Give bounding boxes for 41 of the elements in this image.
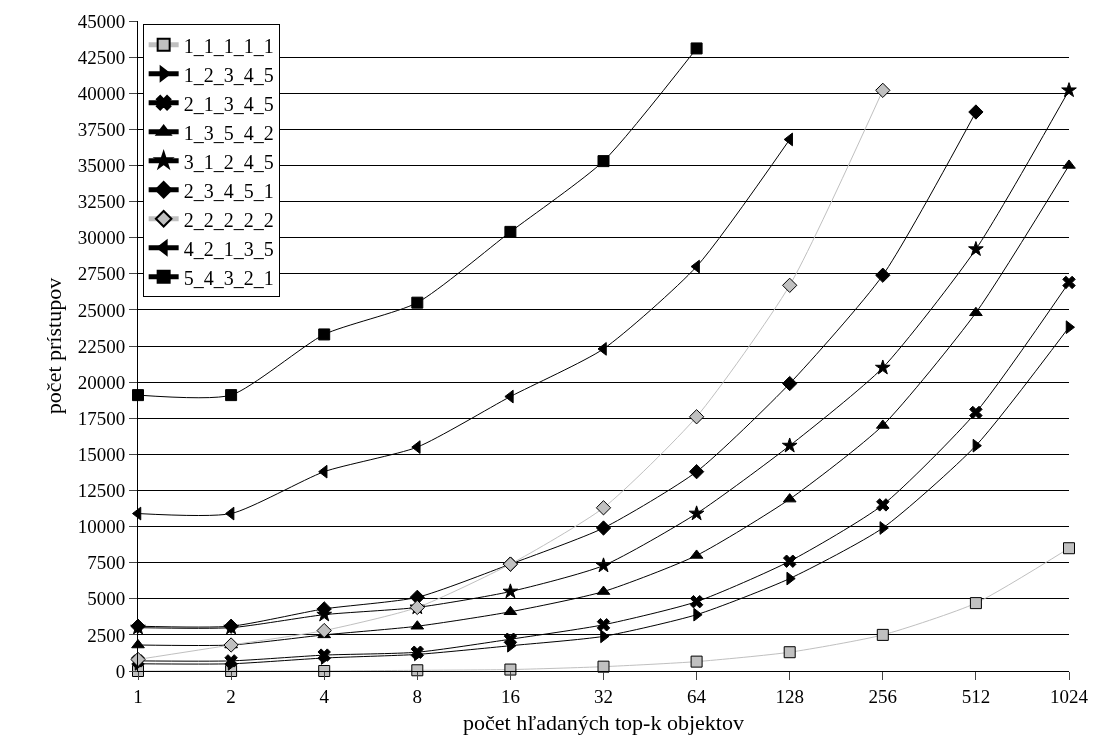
x-tick-label: 32: [594, 685, 613, 707]
x-tick-label: 64: [687, 685, 707, 707]
legend-label: 4_2_1_3_5: [183, 237, 274, 260]
y-tick-label: 5000: [87, 588, 126, 610]
y-tick-label: 42500: [77, 46, 126, 68]
y-tick-label: 7500: [87, 552, 126, 574]
y-tick-label: 22500: [77, 335, 126, 357]
x-tick-label: 8: [412, 685, 423, 707]
x-tick-label: 1024: [1050, 685, 1089, 707]
y-tick-label: 15000: [77, 443, 126, 465]
legend-label: 2_3_4_5_1: [183, 179, 274, 202]
y-tick-label: 27500: [77, 263, 126, 285]
x-tick-label: 512: [961, 685, 991, 707]
y-tick-label: 12500: [77, 480, 126, 502]
y-tick-label: 37500: [77, 118, 126, 140]
y-tick-label: 32500: [77, 191, 126, 213]
y-tick-label: 45000: [77, 10, 126, 32]
x-tick-label: 16: [500, 685, 520, 707]
x-tick-label: 4: [319, 685, 330, 707]
x-axis-title: počet hľadaných top-k objektov: [463, 709, 744, 735]
y-tick-label: 17500: [77, 407, 126, 429]
x-tick-label: 256: [868, 685, 898, 707]
legend-label: 2_2_2_2_2: [183, 208, 274, 231]
y-tick-label: 40000: [77, 82, 126, 104]
y-axis-title: počet prístupov: [40, 277, 66, 415]
y-tick-label: 30000: [77, 227, 126, 249]
legend-label: 1_2_3_4_5: [183, 63, 274, 86]
legend-label: 5_4_3_2_1: [183, 266, 274, 289]
x-tick-label: 1: [133, 685, 143, 707]
legend-label: 1_1_1_1_1: [183, 34, 274, 57]
x-tick-label: 2: [226, 685, 236, 707]
y-tick-label: 10000: [77, 516, 126, 538]
y-tick-label: 2500: [87, 624, 126, 646]
y-tick-label: 25000: [77, 299, 126, 321]
y-tick-label: 35000: [77, 155, 126, 177]
x-tick-label: 128: [775, 685, 804, 707]
legend-label: 1_3_5_4_2: [183, 121, 274, 144]
y-tick-label: 0: [115, 660, 126, 682]
legend-label: 3_1_2_4_5: [183, 150, 274, 173]
legend-label: 2_1_3_4_5: [183, 92, 274, 115]
y-tick-label: 20000: [77, 371, 126, 393]
